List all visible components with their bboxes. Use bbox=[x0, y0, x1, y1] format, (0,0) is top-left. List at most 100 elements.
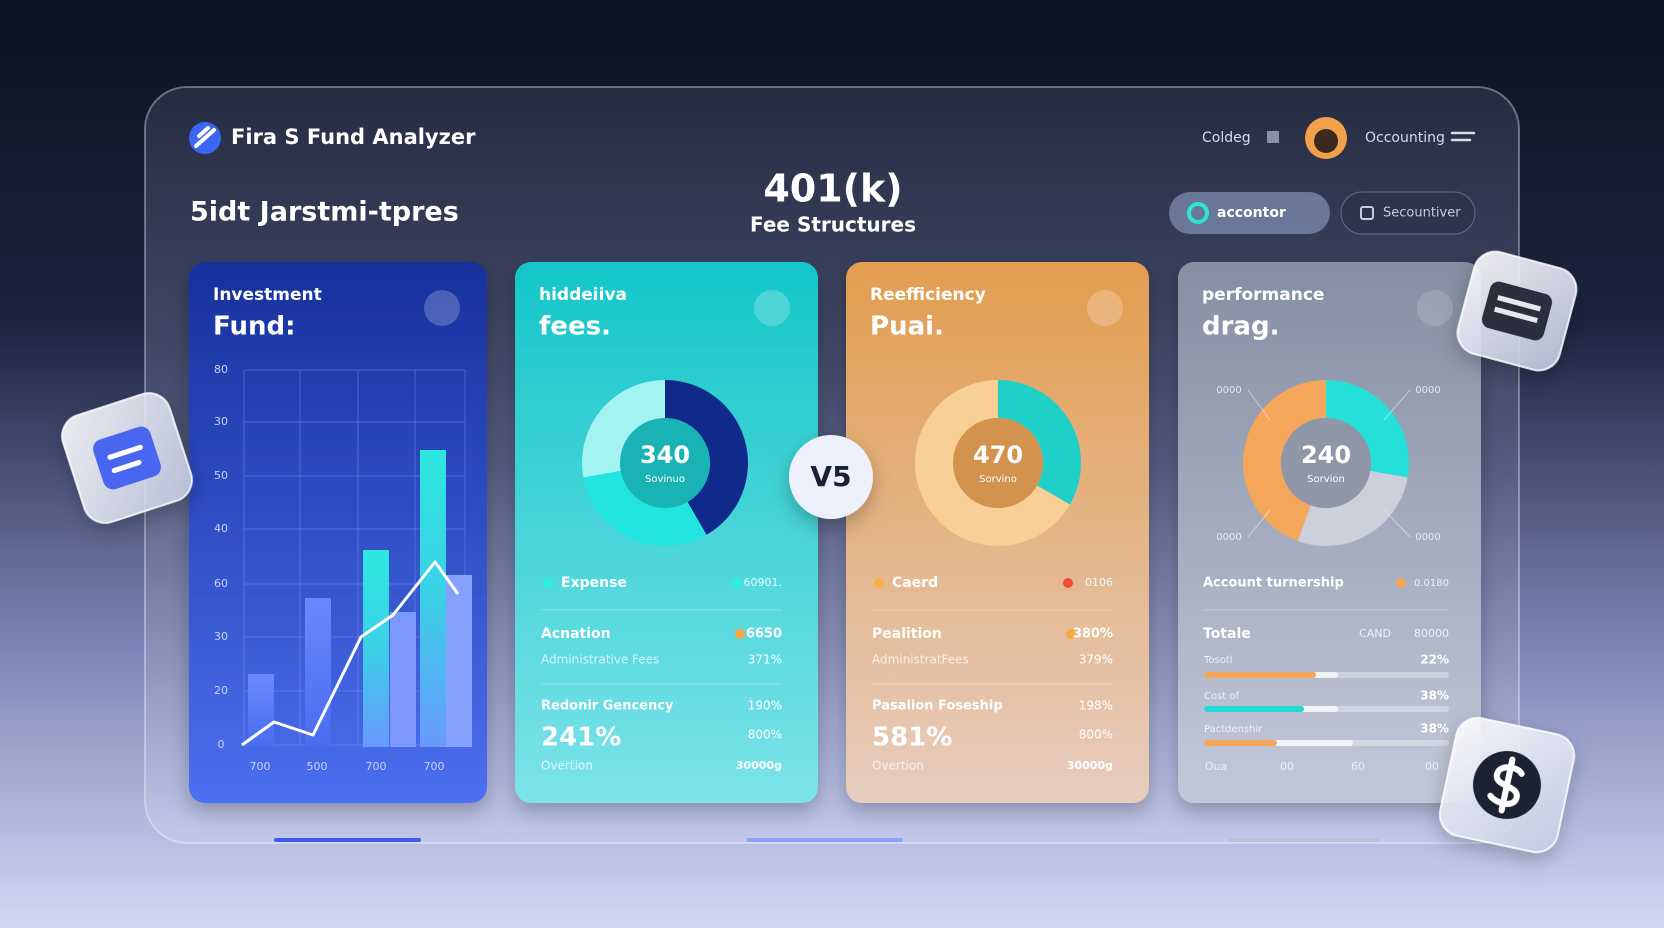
button-icon bbox=[1360, 206, 1374, 220]
row-value: 800% bbox=[748, 728, 782, 742]
page-indicator[interactable] bbox=[1229, 838, 1379, 842]
y-tick-label: 50 bbox=[214, 469, 228, 482]
legend-value: 0.0180 bbox=[1414, 578, 1449, 589]
tile-icon bbox=[93, 426, 161, 490]
legend-value: 60901. bbox=[744, 576, 783, 589]
row-value: 6650 bbox=[746, 627, 782, 642]
row-label: AdministratFees bbox=[872, 653, 969, 667]
vs-label: V5 bbox=[810, 460, 851, 493]
row-label: Pasalion Foseship bbox=[872, 699, 1003, 714]
tile-icon-lines bbox=[1494, 295, 1541, 323]
progress-label: Pactdenshir bbox=[1204, 724, 1263, 735]
vs-badge bbox=[789, 435, 873, 519]
progress-value: 38% bbox=[1420, 722, 1449, 736]
legend-value: 0106 bbox=[1085, 576, 1113, 589]
button-label[interactable]: Secountiver bbox=[1383, 206, 1461, 221]
row-value: 190% bbox=[748, 699, 782, 713]
card-title: fees. bbox=[539, 312, 611, 342]
button[interactable] bbox=[1340, 191, 1476, 235]
progress-fill bbox=[1204, 706, 1304, 712]
button[interactable] bbox=[1169, 192, 1330, 234]
row-label: 581% bbox=[872, 723, 952, 753]
donut-segment bbox=[998, 380, 1081, 505]
y-tick-label: 60 bbox=[214, 577, 228, 590]
donut-segment bbox=[1326, 380, 1409, 478]
progress-value: 38% bbox=[1420, 689, 1449, 703]
legend-dot bbox=[732, 578, 742, 588]
card-subtitle: Reefficiency bbox=[870, 285, 986, 305]
x-tick-label: 700 bbox=[424, 760, 445, 773]
x-tick-label: 00 bbox=[1280, 760, 1294, 773]
card-title: Puai. bbox=[870, 312, 944, 342]
total-label: Totale bbox=[1203, 626, 1251, 642]
nav-item[interactable]: Occounting bbox=[1365, 130, 1445, 146]
card-icon[interactable] bbox=[754, 290, 790, 326]
donut-callout: 0000 bbox=[1216, 532, 1241, 543]
y-tick-label: 0 bbox=[218, 738, 225, 751]
row-value: 198% bbox=[1079, 699, 1113, 713]
bar bbox=[363, 550, 389, 747]
legend-dot bbox=[874, 578, 884, 588]
progress-value: 22% bbox=[1420, 653, 1449, 667]
tile-icon-lines bbox=[107, 444, 143, 474]
legend-label: Account turnership bbox=[1203, 576, 1344, 591]
donut-callout: 0000 bbox=[1216, 385, 1241, 396]
logo-mark bbox=[194, 126, 216, 148]
nav-item[interactable]: Coldeg bbox=[1202, 130, 1251, 146]
row-value: 371% bbox=[748, 653, 782, 667]
row-value: 30000g bbox=[1067, 759, 1113, 772]
bar bbox=[420, 450, 446, 747]
donut-caption: Sorvino bbox=[979, 474, 1017, 485]
x-tick-label: 00 bbox=[1425, 760, 1439, 773]
center-title: 401(k) bbox=[763, 167, 902, 211]
donut-segment bbox=[1242, 380, 1326, 541]
legend-dot bbox=[543, 578, 553, 588]
menu-icon[interactable] bbox=[1450, 131, 1476, 142]
progress-fill bbox=[1204, 672, 1316, 678]
card-subtitle: performance bbox=[1202, 285, 1324, 305]
legend-dot bbox=[1396, 578, 1406, 588]
donut-segment bbox=[915, 379, 1070, 546]
total-value: CAND bbox=[1359, 627, 1391, 640]
donut-segment bbox=[582, 379, 665, 478]
avatar-face bbox=[1314, 129, 1338, 153]
y-tick-label: 40 bbox=[214, 522, 228, 535]
donut-segment bbox=[1297, 470, 1408, 546]
row-label: Acnation bbox=[541, 626, 611, 642]
row-label: 241% bbox=[541, 723, 621, 753]
x-tick-label: 500 bbox=[307, 760, 328, 773]
app-name: Fira S Fund Analyzer bbox=[231, 125, 476, 149]
button-label[interactable]: accontor bbox=[1217, 205, 1286, 221]
page-indicator[interactable] bbox=[746, 838, 903, 842]
trend-line bbox=[241, 560, 460, 747]
total-value: 80000 bbox=[1414, 627, 1449, 640]
x-tick-label: 700 bbox=[366, 760, 387, 773]
y-tick-label: 80 bbox=[214, 363, 228, 376]
donut-value: 340 bbox=[640, 441, 690, 469]
row-value: 800% bbox=[1079, 728, 1113, 742]
donut-value: 240 bbox=[1301, 441, 1351, 469]
button-icon bbox=[1187, 202, 1209, 224]
page-indicator[interactable] bbox=[274, 838, 421, 842]
card-icon[interactable] bbox=[1417, 290, 1453, 326]
donut-value: 470 bbox=[973, 441, 1023, 469]
callout-line bbox=[1383, 509, 1411, 538]
card-title: Fund: bbox=[213, 312, 296, 342]
x-tick-label: 700 bbox=[250, 760, 271, 773]
row-value: 380% bbox=[1073, 627, 1113, 642]
progress-label: Tosotl bbox=[1203, 655, 1233, 666]
y-tick-label: 30 bbox=[214, 630, 228, 643]
donut-center bbox=[953, 418, 1043, 508]
donut-caption: Sovinuo bbox=[645, 474, 685, 485]
donut-callout: 0000 bbox=[1415, 385, 1440, 396]
card-icon[interactable] bbox=[424, 290, 460, 326]
row-label: Overtion bbox=[872, 759, 924, 773]
floating-tile bbox=[1438, 716, 1576, 854]
row-dot bbox=[1066, 629, 1076, 639]
dollar-sign bbox=[1487, 756, 1525, 814]
donut-center bbox=[1281, 418, 1371, 508]
card-subtitle: hiddeiiva bbox=[539, 285, 627, 305]
donut-segment bbox=[583, 470, 707, 546]
card-icon[interactable] bbox=[1087, 290, 1123, 326]
